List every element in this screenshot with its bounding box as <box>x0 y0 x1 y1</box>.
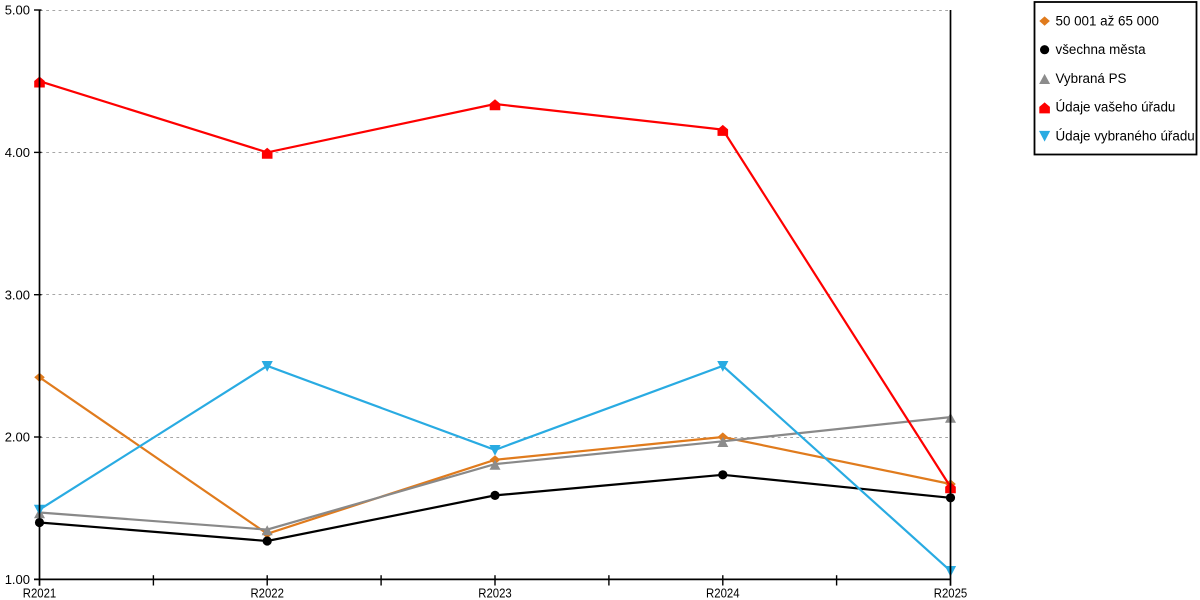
svg-text:Údaje vybraného úřadu: Údaje vybraného úřadu <box>1056 128 1195 143</box>
svg-text:Údaje vašeho úřadu: Údaje vašeho úřadu <box>1056 100 1176 115</box>
svg-text:všechna města: všechna města <box>1056 42 1147 57</box>
svg-text:R2021: R2021 <box>23 586 57 600</box>
svg-text:4.00: 4.00 <box>5 145 30 160</box>
svg-text:R2025: R2025 <box>934 586 968 600</box>
svg-text:R2022: R2022 <box>250 586 284 600</box>
svg-text:R2023: R2023 <box>478 586 512 600</box>
svg-text:3.00: 3.00 <box>5 287 30 302</box>
svg-text:50 001 až 65 000: 50 001 až 65 000 <box>1056 14 1160 29</box>
svg-text:R2024: R2024 <box>706 586 740 600</box>
svg-text:2.00: 2.00 <box>5 430 30 445</box>
svg-text:Vybraná PS: Vybraná PS <box>1056 71 1127 86</box>
svg-text:5.00: 5.00 <box>5 3 30 18</box>
svg-text:1.00: 1.00 <box>5 572 30 587</box>
